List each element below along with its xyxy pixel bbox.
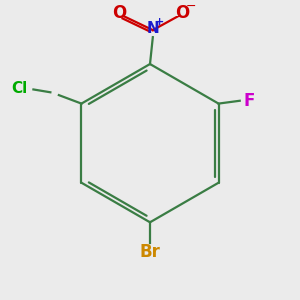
Text: O: O — [176, 4, 190, 22]
Text: O: O — [112, 4, 126, 22]
Text: F: F — [244, 92, 255, 110]
Text: N: N — [146, 21, 159, 36]
Text: +: + — [154, 16, 164, 27]
Text: Br: Br — [140, 243, 160, 261]
Text: −: − — [186, 0, 196, 13]
Text: Cl: Cl — [11, 80, 27, 95]
